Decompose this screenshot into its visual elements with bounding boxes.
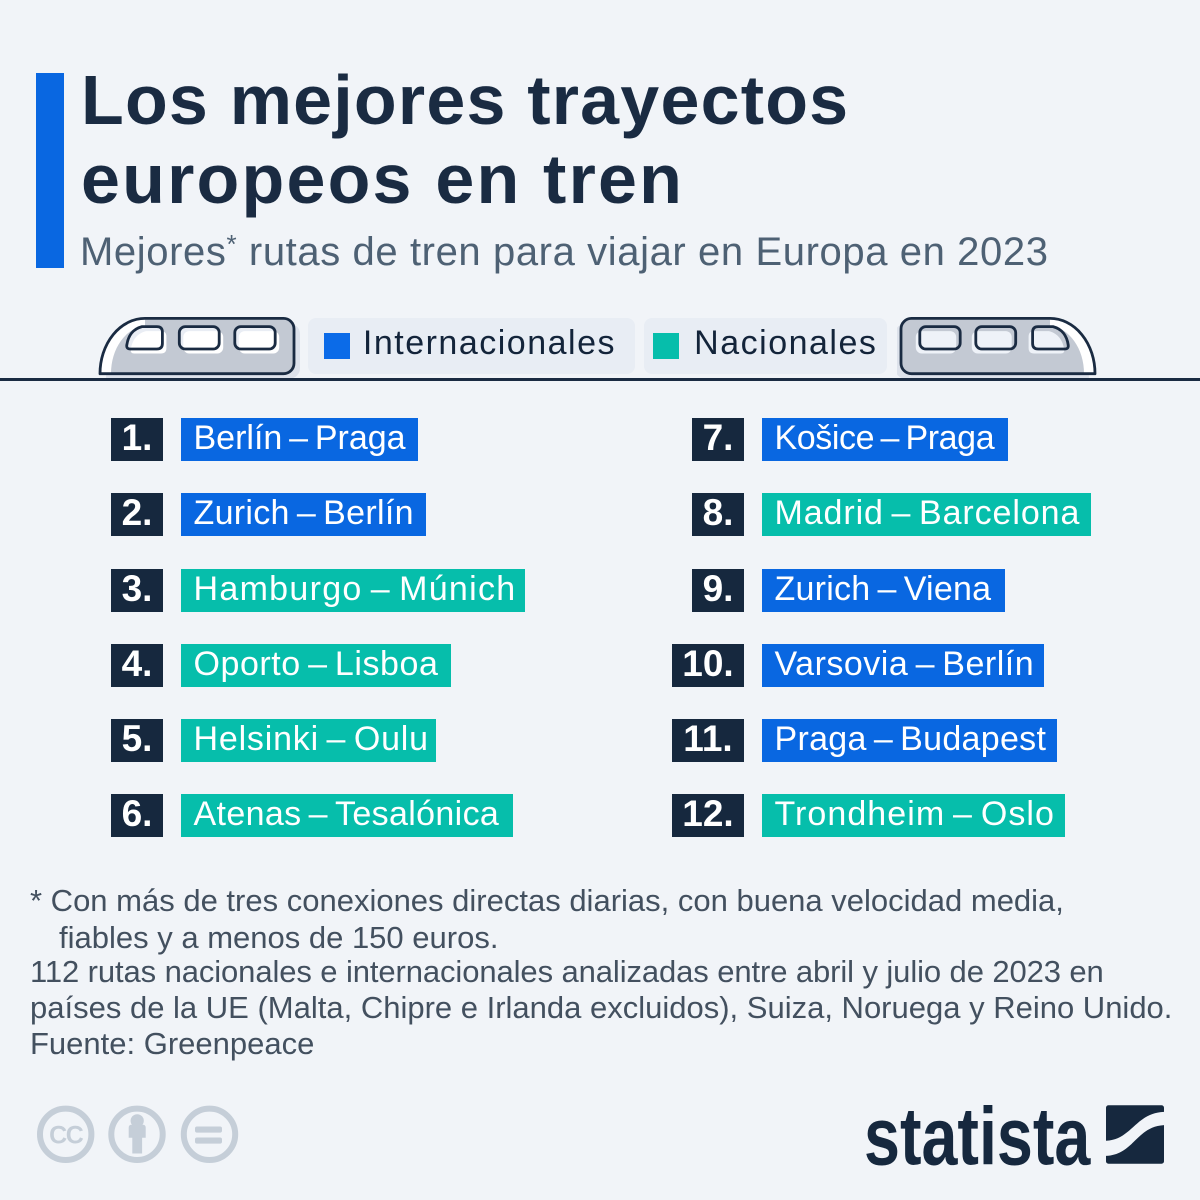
svg-text:CC: CC xyxy=(49,1121,84,1149)
